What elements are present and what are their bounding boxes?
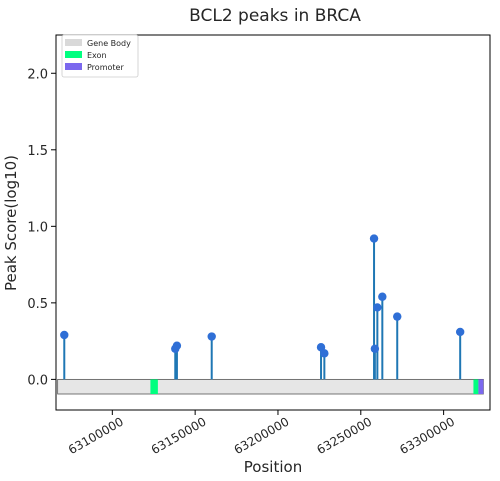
y-axis-label: Peak Score(log10): [2, 155, 20, 291]
legend-label-promoter: Promoter: [87, 63, 124, 72]
legend-swatch-gene-body: [65, 39, 82, 46]
y-tick-label: 0.0: [27, 373, 48, 388]
peak-point: [378, 292, 387, 301]
legend-swatch-exon: [65, 51, 82, 58]
exon-block: [473, 379, 479, 394]
peak-markers: [60, 234, 465, 358]
legend-label-exon: Exon: [87, 51, 107, 60]
y-axis: 0.0 0.5 1.0 1.5 2.0: [27, 67, 56, 388]
x-axis: 63100000 63150000 63200000 63250000 63300000: [66, 410, 457, 457]
peak-point: [373, 303, 382, 312]
peak-point: [60, 330, 69, 340]
peak-point: [393, 312, 402, 321]
x-tick-label: 63300000: [397, 414, 457, 457]
peak-point: [316, 343, 326, 352]
x-tick-label: 63250000: [314, 414, 374, 457]
gene-track: [57, 378, 484, 395]
peak-point: [369, 234, 379, 243]
promoter-block: [478, 379, 484, 394]
y-tick-label: 1.5: [27, 144, 48, 159]
peak-point: [172, 341, 182, 350]
plot-area: [55, 34, 491, 411]
exon-block: [150, 379, 158, 394]
plot-frame: [55, 34, 491, 411]
y-tick-label: 0.5: [27, 297, 48, 312]
peak-point: [370, 344, 380, 353]
x-axis-label: Position: [244, 458, 302, 476]
gene-body-bar: [57, 378, 484, 395]
x-tick-label: 63200000: [232, 414, 292, 457]
y-tick-label: 1.0: [27, 220, 48, 235]
x-tick-label: 63100000: [66, 414, 126, 457]
plot-background: [56, 35, 490, 410]
x-tick-label: 63150000: [149, 414, 209, 457]
y-tick-label: 2.0: [27, 67, 48, 82]
peak-point: [320, 349, 329, 358]
chart-title: BCL2 peaks in BRCA: [189, 6, 361, 26]
legend-label-gene-body: Gene Body: [87, 39, 131, 48]
legend: Gene Body Exon Promoter: [61, 34, 139, 78]
peak-point: [207, 332, 216, 341]
peak-point: [455, 327, 465, 337]
legend-swatch-promoter: [65, 63, 82, 70]
